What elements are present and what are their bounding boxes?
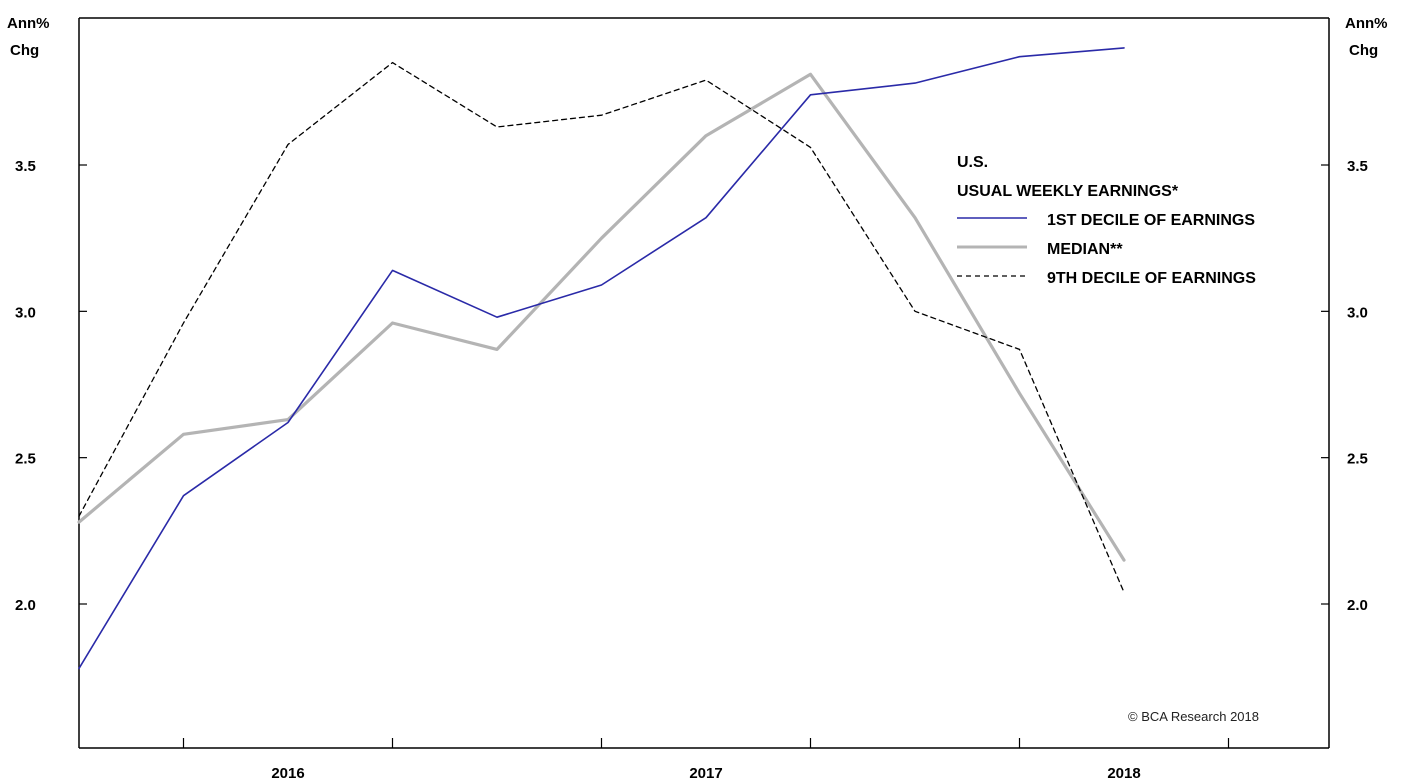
legend: U.S. USUAL WEEKLY EARNINGS* 1ST DECILE O…: [957, 154, 1256, 287]
legend-label-median: MEDIAN**: [1047, 241, 1123, 258]
y-tick-label-left: 2.5: [15, 451, 36, 468]
series-line-1st-decile-of-earnings: [78, 47, 1125, 670]
y-tick-label-left: 3.0: [15, 304, 36, 321]
y-tick-label-left: 3.5: [15, 158, 36, 175]
tick-group: 2.0 2.0 2.5 2.5 3.0 3.0 3.5 3.5 2016 2017 2018: [15, 158, 1368, 781]
left-axis-unit-line2: Chg: [10, 42, 39, 59]
series-group: [77, 47, 1126, 670]
series-line-9th-decile-of-earnings: [78, 61, 1125, 593]
legend-label-9th-decile: 9TH DECILE OF EARNINGS: [1047, 270, 1256, 287]
right-axis-unit-line2: Chg: [1349, 42, 1378, 59]
x-tick-label-2018: 2018: [1107, 765, 1140, 781]
x-tick-label-2017: 2017: [689, 765, 722, 781]
right-axis-unit-line1: Ann%: [1345, 15, 1388, 32]
y-tick-label-right: 2.0: [1347, 597, 1368, 614]
left-axis-unit-line1: Ann%: [7, 15, 50, 32]
series-line-median: [77, 72, 1126, 562]
y-tick-label-right: 3.0: [1347, 304, 1368, 321]
legend-label-1st-decile: 1ST DECILE OF EARNINGS: [1047, 212, 1255, 229]
y-tick-label-left: 2.0: [15, 597, 36, 614]
y-tick-label-right: 2.5: [1347, 451, 1368, 468]
y-tick-label-right: 3.5: [1347, 158, 1368, 175]
chart-credit: © BCA Research 2018: [1128, 709, 1259, 724]
legend-title-line1: U.S.: [957, 154, 988, 171]
x-tick-label-2016: 2016: [271, 765, 304, 781]
legend-title-line2: USUAL WEEKLY EARNINGS*: [957, 183, 1179, 200]
